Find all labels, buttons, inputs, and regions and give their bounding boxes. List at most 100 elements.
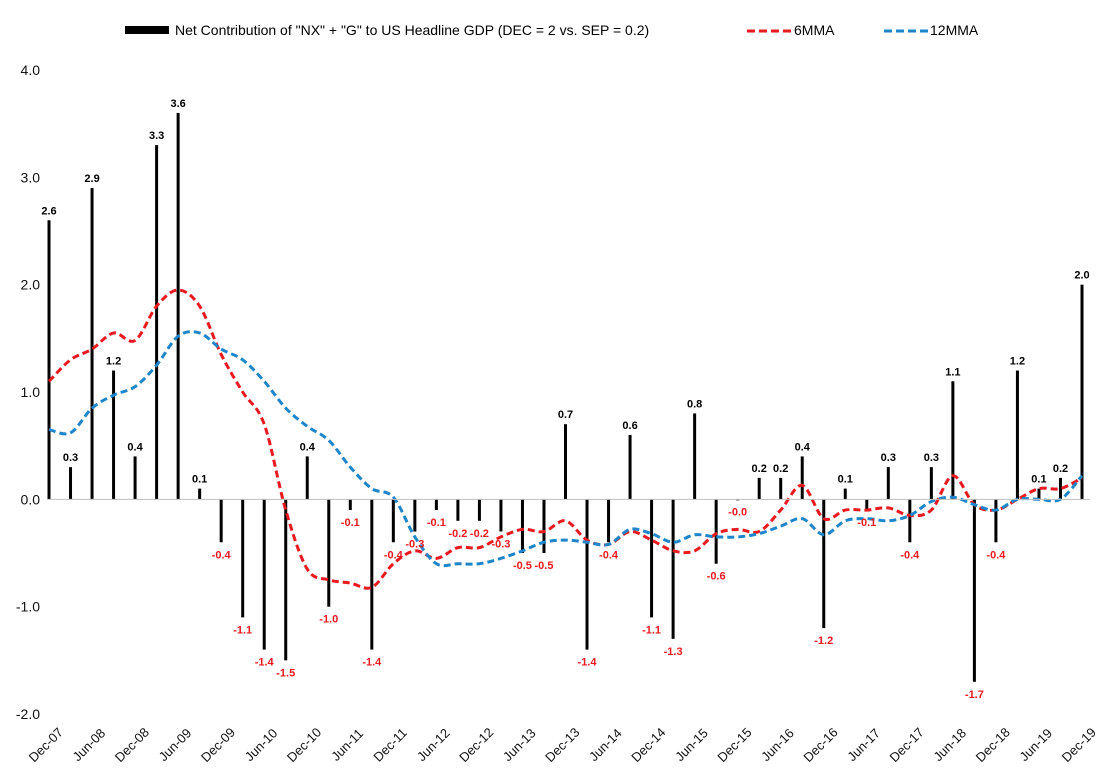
y-tick-label: 2.0 <box>21 277 41 293</box>
bar-value-label: 3.3 <box>149 130 164 142</box>
bar-value-label: -0.3 <box>405 539 424 551</box>
bar-value-label: -0.4 <box>599 549 619 561</box>
bar <box>327 499 331 607</box>
bar-value-label: 0.1 <box>838 474 853 486</box>
y-tick-label: 4.0 <box>21 62 41 78</box>
x-tick-label: Dec-17 <box>887 725 927 765</box>
bar-value-label: 0.2 <box>752 463 767 475</box>
bar-labels: 2.60.32.91.20.43.33.60.1-0.4-1.1-1.4-1.5… <box>41 98 1089 701</box>
bar-value-label: 0.3 <box>63 452 78 464</box>
bar <box>714 499 718 564</box>
bar-value-label: 2.0 <box>1074 270 1089 282</box>
bar <box>219 499 223 543</box>
x-tick-label: Jun-14 <box>586 725 625 764</box>
bar <box>542 499 546 553</box>
bar <box>1080 284 1084 500</box>
bar-value-label: -0.6 <box>707 571 726 583</box>
bar <box>865 499 869 511</box>
x-tick-label: Jun-16 <box>758 725 797 764</box>
bar-value-label: -0.2 <box>448 528 467 540</box>
x-tick-label: Dec-19 <box>1059 725 1099 765</box>
bar <box>520 499 524 553</box>
bar <box>843 488 847 500</box>
bar-value-label: -1.0 <box>319 614 338 626</box>
bar <box>1037 488 1041 500</box>
x-tick-label: Jun-12 <box>414 725 453 764</box>
bar-value-label: -1.4 <box>578 657 598 669</box>
bar-value-label: 0.8 <box>687 398 702 410</box>
x-tick-label: Dec-16 <box>800 725 840 765</box>
bar <box>650 499 654 618</box>
bar-value-label: 2.9 <box>84 173 99 185</box>
bar-value-label: -1.4 <box>362 657 382 669</box>
bar <box>693 413 697 500</box>
bar-value-label: 0.2 <box>773 463 788 475</box>
y-tick-label: -1.0 <box>16 599 40 615</box>
x-tick-label: Jun-17 <box>844 725 883 764</box>
bar <box>564 424 567 500</box>
bar-value-label: 0.4 <box>300 441 316 453</box>
bar-value-label: -0.4 <box>986 549 1006 561</box>
bar <box>951 381 955 500</box>
bar <box>112 370 116 500</box>
bar-series <box>47 112 1084 682</box>
bar-value-label: 0.1 <box>192 474 207 486</box>
bar-value-label: 1.1 <box>945 366 960 378</box>
bar <box>994 499 998 543</box>
bar-value-label: 3.6 <box>170 98 185 110</box>
bar-value-label: -1.5 <box>276 667 295 679</box>
x-tick-label: Dec-10 <box>284 725 324 765</box>
bar-value-label: -0.1 <box>427 517 446 529</box>
legend: Net Contribution of "NX" + "G" to US Hea… <box>125 22 979 38</box>
bar <box>456 499 460 521</box>
x-tick-label: Dec-13 <box>542 725 582 765</box>
y-tick-label: 3.0 <box>21 169 41 185</box>
bar-value-label: 1.2 <box>106 356 121 368</box>
x-tick-label: Dec-18 <box>973 725 1013 765</box>
bar-value-label: -1.1 <box>233 624 252 636</box>
legend-6mma-label: 6MMA <box>794 22 835 38</box>
bar <box>671 499 675 639</box>
bar <box>198 488 202 500</box>
bar-value-label: -0.4 <box>900 549 920 561</box>
bar <box>1015 370 1019 500</box>
x-tick-label: Jun-15 <box>672 725 711 764</box>
bar <box>585 499 589 650</box>
x-tick-label: Jun-11 <box>328 726 366 764</box>
bar <box>47 220 51 500</box>
bar <box>155 145 159 500</box>
bar <box>908 499 912 543</box>
bar <box>800 456 804 500</box>
bar-value-label: -1.3 <box>664 646 683 658</box>
bar-value-label: 0.4 <box>127 441 143 453</box>
y-tick-label: -2.0 <box>16 706 40 722</box>
bar <box>779 477 783 500</box>
bar <box>348 499 352 511</box>
bar <box>262 499 266 650</box>
bar <box>886 467 890 500</box>
bar <box>499 499 503 532</box>
bar <box>477 499 481 521</box>
bar-value-label: -0.1 <box>857 517 876 529</box>
bar-value-label: -0.2 <box>470 528 489 540</box>
x-tick-label: Dec-12 <box>456 725 496 765</box>
bar-value-label: -0.3 <box>491 539 510 551</box>
bar <box>822 499 826 629</box>
bar <box>929 467 933 500</box>
bar-value-label: 0.4 <box>795 441 811 453</box>
bar <box>413 499 417 532</box>
bar <box>370 499 374 650</box>
bar-value-label: -1.2 <box>814 635 833 647</box>
x-tick-label: Dec-07 <box>26 725 66 765</box>
bar <box>972 499 976 682</box>
bar <box>90 188 94 500</box>
line-12mma <box>48 330 1084 568</box>
bar-value-label: 0.7 <box>558 409 573 421</box>
bar-value-label: 1.2 <box>1010 356 1025 368</box>
bar <box>69 467 73 500</box>
bar <box>305 456 309 500</box>
bar <box>241 499 245 618</box>
bar-value-label: -0.1 <box>341 517 360 529</box>
bar <box>607 499 611 543</box>
